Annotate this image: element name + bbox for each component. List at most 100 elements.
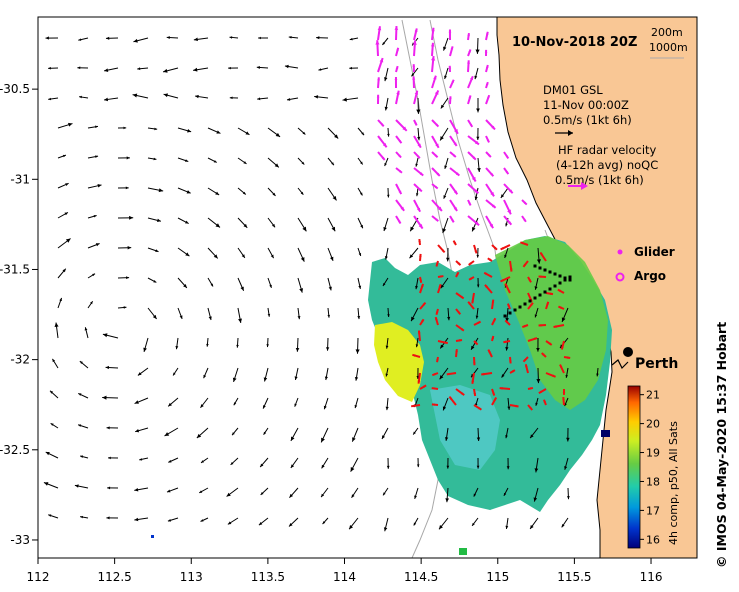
model-vector-head [349, 66, 353, 70]
radar-vector-red-head [457, 262, 461, 266]
model-vector-head [106, 426, 110, 430]
radar-vector-red-head [509, 360, 512, 364]
model-vector-head [102, 395, 107, 400]
model-vector-head [129, 215, 134, 220]
radar-vector-red-head [491, 336, 494, 339]
model-vector-head [413, 431, 416, 435]
colorbar-tick-label: 16 [646, 533, 660, 546]
depth-label-1000m: 1000m [649, 41, 688, 54]
model-vector-head [476, 108, 480, 113]
model-vector-head [52, 358, 56, 363]
city-label-perth: Perth [635, 356, 678, 372]
x-tick-label: 114.5 [404, 570, 438, 584]
radar-vector-head [455, 172, 460, 176]
model-vector-head [322, 521, 326, 525]
radar-vector-head [505, 155, 509, 159]
radar-vector-head [434, 185, 438, 189]
model-vector-head [475, 315, 479, 319]
model-vector-head [361, 132, 365, 136]
model-vector-head [349, 525, 353, 530]
radar-vector-head [451, 79, 454, 83]
model-vector-head [269, 284, 272, 288]
model-vector-head [290, 436, 295, 441]
model-vector-head [163, 93, 168, 98]
model-vector-head [355, 349, 360, 354]
radar-vector-red-head [477, 321, 481, 325]
model-vector-head [503, 492, 507, 496]
radar-vector-red-head [468, 301, 471, 305]
model-vector-head [62, 154, 66, 158]
model-vector-head [267, 313, 271, 317]
model-vector-head [78, 393, 82, 396]
glider-point [568, 275, 572, 279]
model-vector-head [387, 314, 390, 317]
model-vector-head [410, 226, 415, 232]
model-vector-head [297, 315, 301, 320]
model-vector-head [68, 122, 73, 127]
model-vector-head [229, 36, 233, 39]
model-vector-head [97, 183, 102, 188]
radar-vector-head [453, 129, 458, 134]
radar-vector-red-head [538, 390, 542, 394]
radar-vector-red-head [444, 341, 448, 344]
model-vector-head [80, 455, 84, 458]
model-vector-head [226, 492, 231, 497]
model-vector-head [439, 525, 443, 530]
model-vector-head [360, 161, 363, 165]
model-vector-head [472, 522, 475, 526]
radar-vector-head [474, 189, 479, 194]
model-vector-head [328, 286, 332, 291]
radar-vector-head [448, 65, 452, 69]
model-vector-head [415, 163, 418, 167]
model-vector-head [228, 66, 231, 70]
model-vector-head [534, 468, 539, 473]
radar-vector-red-head [440, 275, 444, 278]
glider-point [523, 302, 527, 306]
radar-vector-red-head [432, 372, 436, 376]
model-vector-head [440, 344, 444, 349]
radar-vector-red-head [528, 279, 532, 283]
model-vector-head [92, 273, 96, 277]
radar-vector-head [485, 65, 489, 68]
radar-vector-head [491, 204, 496, 208]
radar-vector-red-head [546, 301, 549, 305]
model-vector-head [350, 467, 355, 472]
model-vector-head [210, 283, 214, 287]
legend-glider-label: Glider [634, 245, 675, 259]
model-vector-head [413, 522, 417, 526]
model-vector-head [387, 133, 390, 137]
model-vector-head [352, 437, 356, 442]
model-vector-head [139, 458, 143, 461]
model-vector-head [473, 493, 477, 497]
model-vector-head [271, 223, 276, 228]
model-vector-head [258, 36, 261, 40]
model-vector-head [334, 134, 339, 139]
model-vector-head [275, 132, 281, 137]
radar-vector-head [379, 58, 384, 63]
glider-point [533, 264, 537, 268]
model-vector-head [258, 522, 263, 526]
model-vector-head [415, 344, 419, 348]
model-vector-head [295, 347, 300, 352]
model-vector-head [417, 136, 421, 141]
model-vector-head [186, 190, 191, 194]
glider-point [518, 305, 522, 309]
model-vector-head [385, 406, 389, 411]
model-vector-head [215, 191, 220, 195]
model-vector-head [474, 196, 478, 201]
radar-vector-head [488, 154, 491, 158]
radar-vector-red-head [474, 250, 477, 254]
y-tick-label: -32 [10, 353, 30, 367]
radar-vector-head [417, 155, 420, 159]
model-vector-head [104, 97, 109, 102]
model-vector-head [233, 402, 237, 406]
radar-vector-head [398, 154, 402, 158]
x-tick-label: 113 [180, 570, 203, 584]
radar-vector-head [419, 172, 424, 176]
model-vector-head [79, 95, 82, 99]
radar-vector-head [395, 66, 399, 70]
model-vector-head [106, 516, 110, 520]
y-tick-label: -32.5 [0, 443, 30, 457]
model-vector-head [45, 36, 49, 40]
